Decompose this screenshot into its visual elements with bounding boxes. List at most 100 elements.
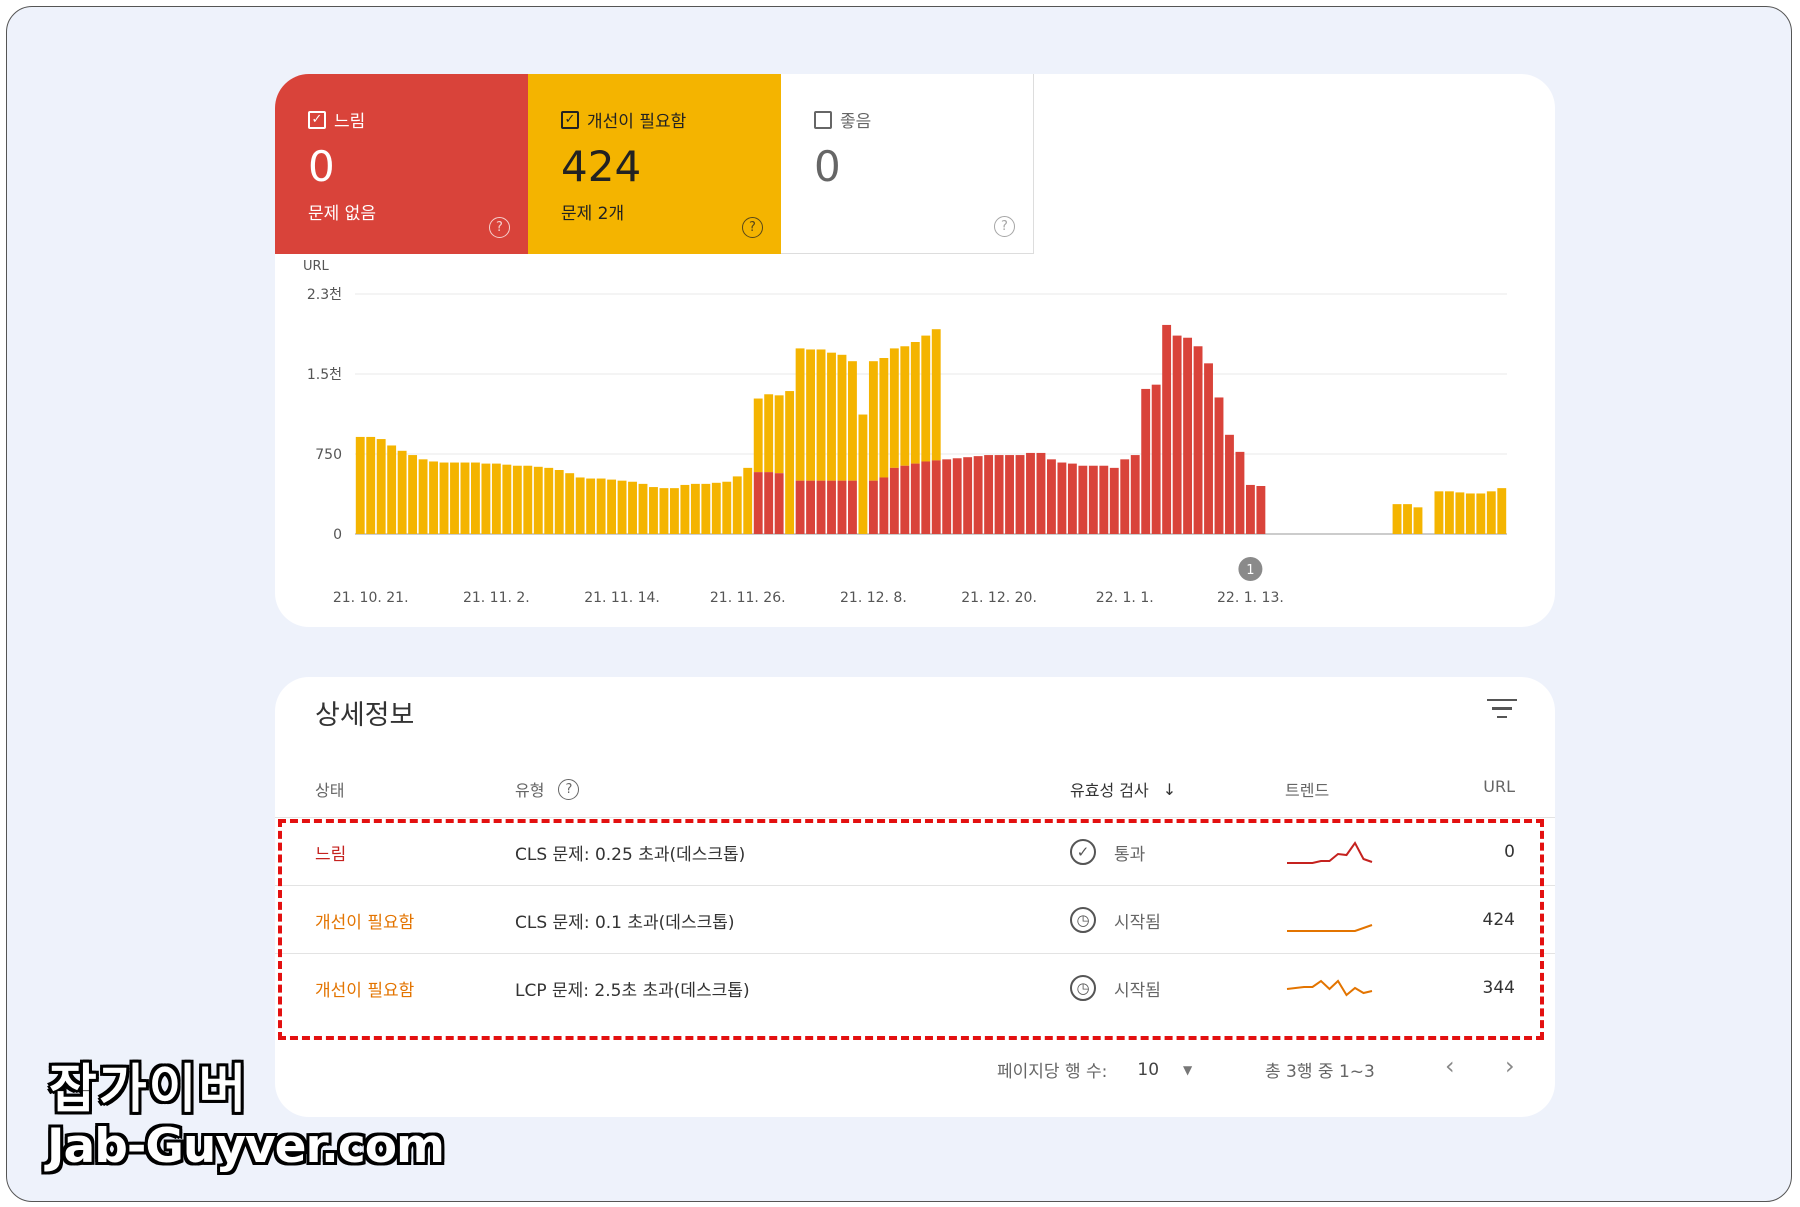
- bar-poor: [1026, 452, 1035, 534]
- x-tick-label: 21. 11. 26.: [710, 590, 786, 606]
- checkbox-empty-icon[interactable]: [814, 110, 832, 129]
- bar-poor: [889, 467, 899, 534]
- bar-poor: [848, 480, 857, 534]
- bar-needs-improvement: [1434, 491, 1444, 534]
- bar-needs-improvement: [837, 354, 847, 481]
- bar-needs-improvement: [753, 398, 763, 473]
- row-validation: ✓ 통과: [1070, 818, 1145, 886]
- bar-needs-improvement: [1497, 488, 1507, 534]
- next-page-icon[interactable]: ›: [1505, 1052, 1515, 1080]
- bar-poor: [1036, 452, 1046, 534]
- bar-poor: [921, 461, 931, 534]
- bar-needs-improvement: [376, 439, 386, 534]
- bar-needs-improvement: [471, 462, 480, 534]
- column-header-status[interactable]: 상태: [315, 781, 345, 800]
- row-trend-sparkline: [1285, 954, 1375, 1022]
- y-axis-label: URL: [303, 259, 330, 274]
- column-header-validation[interactable]: 유효성 검사 ↓: [1070, 779, 1177, 801]
- bar-needs-improvement: [669, 488, 679, 534]
- bar-needs-improvement: [1403, 504, 1412, 534]
- row-trend-sparkline: [1285, 818, 1375, 886]
- checkbox-checked-icon[interactable]: ✓: [308, 110, 326, 129]
- bar-poor: [900, 465, 910, 534]
- bar-needs-improvement: [387, 445, 397, 534]
- bar-needs-improvement: [617, 480, 627, 534]
- bar-poor: [764, 472, 774, 534]
- screenshot-frame: ✓ 느림 0 문제 없음 ? ✓ 개선이 필요함 424 문제 2개 ? 좋음 0 …: [6, 6, 1792, 1202]
- bar-poor: [1099, 465, 1109, 534]
- bar-needs-improvement: [418, 459, 428, 534]
- details-card: 상세정보 상태 유형? 유효성 검사 ↓ 트렌드 URL 느림 CLS 문제: 0.…: [275, 677, 1555, 1117]
- help-icon[interactable]: ?: [558, 778, 580, 800]
- prev-page-icon[interactable]: ‹: [1445, 1052, 1455, 1080]
- bar-needs-improvement: [816, 349, 826, 481]
- bar-needs-improvement: [502, 464, 512, 534]
- tile-needs-improvement[interactable]: ✓ 개선이 필요함 424 문제 2개 ?: [528, 74, 781, 254]
- watermark-title: 잡가이버: [49, 1060, 249, 1120]
- bar-poor: [774, 473, 784, 534]
- bar-needs-improvement: [848, 361, 857, 481]
- bar-poor: [952, 458, 962, 534]
- bar-needs-improvement: [355, 436, 365, 534]
- checkbox-checked-icon[interactable]: ✓: [561, 110, 579, 129]
- bar-needs-improvement: [565, 473, 575, 534]
- tile-good[interactable]: 좋음 0 ?: [781, 74, 1034, 254]
- bar-poor: [837, 480, 847, 534]
- table-row[interactable]: 느림 CLS 문제: 0.25 초과(데스크톱) ✓ 통과 0: [275, 817, 1555, 885]
- column-header-type[interactable]: 유형?: [515, 777, 580, 801]
- bar-needs-improvement: [607, 479, 617, 534]
- bar-poor: [1256, 486, 1266, 534]
- bar-needs-improvement: [450, 462, 459, 534]
- row-validation: ◷ 시작됨: [1070, 954, 1161, 1022]
- bar-needs-improvement: [1455, 492, 1465, 534]
- watermark-url: Jab-Guyver.com: [47, 1119, 445, 1174]
- x-tick-label: 21. 11. 14.: [584, 590, 660, 606]
- rows-per-page-select[interactable]: 10: [1137, 1059, 1160, 1080]
- bar-needs-improvement: [690, 483, 700, 534]
- bar-poor: [973, 456, 983, 534]
- bar-needs-improvement: [774, 395, 784, 474]
- bar-poor: [1047, 459, 1056, 534]
- bar-poor: [1005, 455, 1014, 534]
- bar-poor: [1172, 335, 1182, 534]
- validation-status: 통과: [1114, 844, 1146, 865]
- bar-needs-improvement: [1413, 507, 1423, 534]
- bar-needs-improvement: [397, 450, 407, 534]
- url-bar-chart: URL 0 750 1.5천 2.3천 21. 10. 21. 21. 11. 2. 21. …: [303, 259, 1507, 606]
- bar-needs-improvement: [638, 483, 648, 534]
- bar-needs-improvement: [921, 335, 931, 462]
- dropdown-arrow-icon[interactable]: ▼: [1183, 1062, 1193, 1077]
- tile-poor[interactable]: ✓ 느림 0 문제 없음 ?: [275, 74, 528, 254]
- bar-needs-improvement: [491, 463, 501, 534]
- bar-needs-improvement: [743, 467, 753, 534]
- bar-needs-improvement: [586, 478, 596, 534]
- bar-needs-improvement: [785, 391, 795, 534]
- bar-poor: [984, 455, 994, 534]
- column-header-trend[interactable]: 트렌드: [1285, 781, 1330, 800]
- bar-poor: [1193, 346, 1203, 534]
- bar-needs-improvement: [596, 478, 606, 534]
- help-icon[interactable]: ?: [742, 217, 763, 238]
- x-tick-label: 22. 1. 1.: [1096, 590, 1154, 606]
- bar-poor: [795, 480, 805, 534]
- table-row[interactable]: 개선이 필요함 CLS 문제: 0.1 초과(데스크톱) ◷ 시작됨 424: [275, 885, 1555, 953]
- help-icon[interactable]: ?: [994, 216, 1015, 237]
- table-row[interactable]: 개선이 필요함 LCP 문제: 2.5초 초과(데스크톱) ◷ 시작됨 344: [275, 953, 1555, 1021]
- bar-poor: [816, 480, 826, 534]
- pagination-range: 총 3행 중 1~3: [1265, 1062, 1375, 1082]
- bar-needs-improvement: [512, 465, 522, 534]
- bar-poor: [1109, 467, 1119, 534]
- bar-poor: [1078, 465, 1088, 534]
- help-icon[interactable]: ?: [489, 217, 510, 238]
- y-tick-label: 0: [333, 527, 342, 543]
- bar-poor: [1162, 324, 1172, 534]
- bar-needs-improvement: [544, 467, 554, 534]
- bar-poor: [868, 480, 878, 534]
- column-header-url[interactable]: URL: [1483, 777, 1515, 796]
- filter-icon[interactable]: [1487, 699, 1517, 723]
- bar-needs-improvement: [701, 483, 711, 534]
- bar-needs-improvement: [910, 342, 920, 464]
- bar-poor: [1151, 384, 1161, 534]
- row-issue-type: CLS 문제: 0.25 초과(데스크톱): [515, 844, 746, 865]
- bar-poor: [753, 472, 763, 534]
